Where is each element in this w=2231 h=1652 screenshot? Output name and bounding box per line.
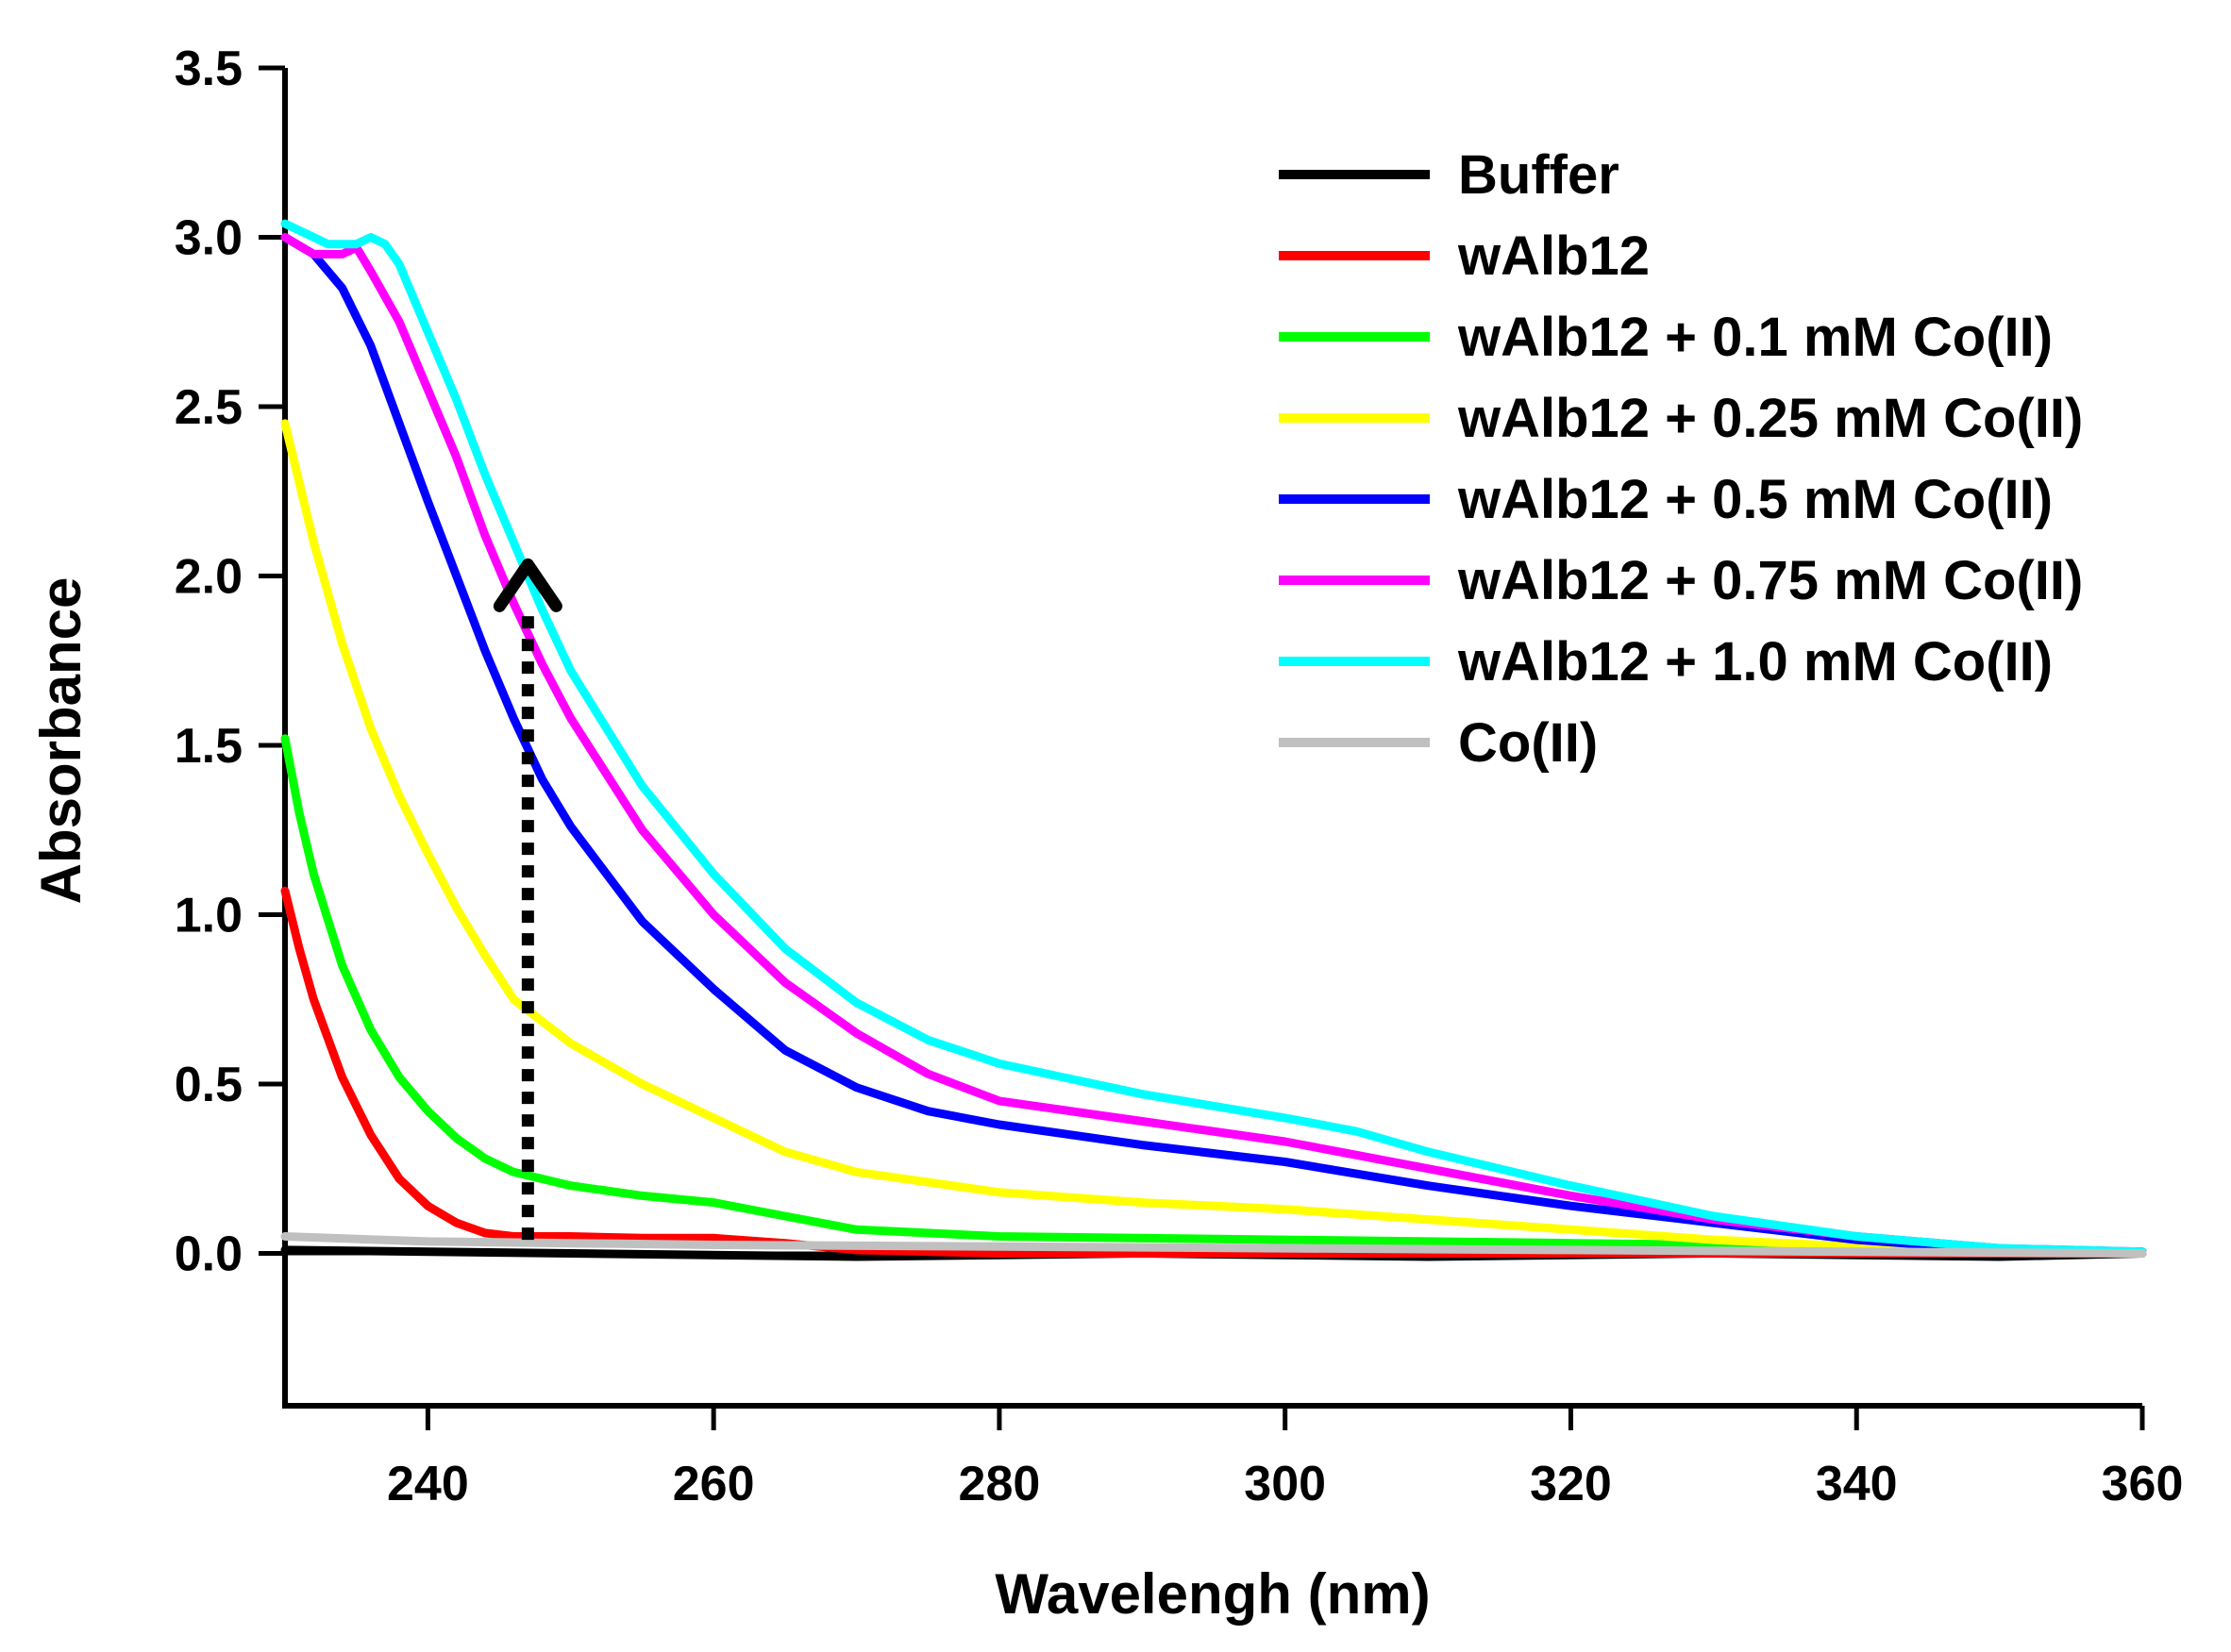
series-line [280, 1232, 2147, 1258]
x-tick-label: 300 [1244, 1457, 1326, 1511]
y-tick-label: 0.5 [175, 1058, 243, 1112]
series-line [280, 219, 2147, 1257]
x-tick-label: 280 [959, 1457, 1041, 1511]
x-tick-label: 320 [1530, 1457, 1612, 1511]
x-tick-label: 340 [1816, 1457, 1898, 1511]
legend: Buffer wAlb12 wAlb12 + 0.1 mM Co(II) wAlb12… [1279, 144, 2083, 774]
legend-label: Co(II) [1458, 712, 1598, 774]
arrow-head [493, 558, 562, 612]
y-ticks: 0.0 0.5 1.0 1.5 2.0 2.5 3.0 3.5 [175, 42, 285, 1281]
y-tick-label: 2.5 [175, 380, 243, 435]
legend-label: wAlb12 + 0.1 mM Co(II) [1457, 307, 2053, 368]
series-line [280, 734, 2147, 1257]
legend-label: wAlb12 + 0.75 mM Co(II) [1457, 550, 2083, 611]
legend-label: wAlb12 + 0.25 mM Co(II) [1457, 388, 2083, 449]
x-tick-label: 360 [2102, 1457, 2184, 1511]
series-line [280, 419, 2147, 1257]
x-tick-label: 240 [387, 1457, 469, 1511]
y-tick-label: 0.0 [175, 1226, 243, 1281]
y-axis-title: Absorbance [29, 577, 92, 905]
y-tick-label: 3.0 [175, 210, 243, 265]
y-tick-label: 1.5 [175, 719, 243, 774]
series-line [280, 886, 2147, 1258]
x-tick-label: 260 [673, 1457, 755, 1511]
legend-label: wAlb12 [1457, 225, 1650, 287]
series-line [280, 233, 2147, 1257]
series-line [280, 233, 2147, 1257]
legend-label: Buffer [1458, 144, 1619, 206]
x-ticks: 240 260 280 300 320 340 360 [387, 1406, 2183, 1511]
series-lines [280, 219, 2147, 1261]
x-axis-title: Wavelengh (nm) [995, 1562, 1430, 1626]
annotations [493, 558, 562, 1241]
y-tick-label: 3.5 [175, 42, 243, 96]
y-tick-label: 2.0 [175, 549, 243, 604]
legend-label: wAlb12 + 1.0 mM Co(II) [1457, 631, 2053, 693]
y-tick-label: 1.0 [175, 888, 243, 943]
legend-label: wAlb12 + 0.5 mM Co(II) [1457, 469, 2053, 530]
